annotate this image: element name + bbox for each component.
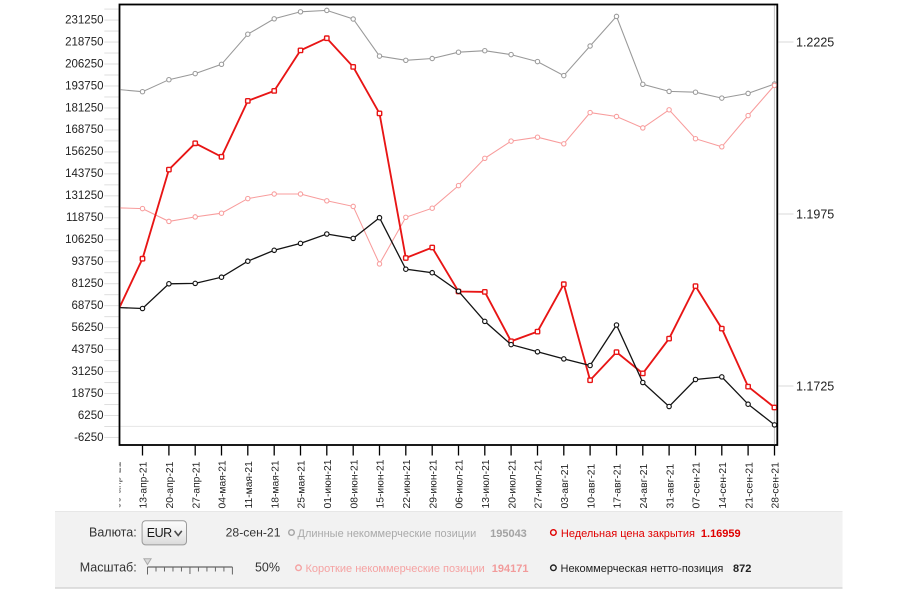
svg-text:50%: 50% <box>255 561 280 575</box>
svg-text:43750: 43750 <box>72 344 104 356</box>
svg-text:03-авг-21: 03-авг-21 <box>560 464 571 509</box>
svg-text:143750: 143750 <box>65 168 103 180</box>
svg-text:1.1725: 1.1725 <box>796 380 834 394</box>
svg-text:1.2225: 1.2225 <box>796 36 834 50</box>
svg-text:20-июл-21: 20-июл-21 <box>507 459 518 508</box>
svg-text:18-мая-21: 18-мая-21 <box>270 460 281 508</box>
svg-text:13-июл-21: 13-июл-21 <box>481 459 492 508</box>
svg-text:106250: 106250 <box>65 234 103 246</box>
svg-text:28-сен-21: 28-сен-21 <box>226 525 281 539</box>
svg-text:06-июл-21: 06-июл-21 <box>455 459 466 508</box>
svg-text:18750: 18750 <box>72 388 104 400</box>
svg-text:Некоммерческая нетто-позиция: Некоммерческая нетто-позиция <box>561 563 724 575</box>
svg-text:21-сен-21: 21-сен-21 <box>744 462 755 509</box>
svg-text:17-авг-21: 17-авг-21 <box>613 464 624 509</box>
svg-text:1.16959: 1.16959 <box>701 528 741 540</box>
svg-text:1.1975: 1.1975 <box>796 208 834 222</box>
svg-text:31250: 31250 <box>72 366 104 378</box>
svg-text:195043: 195043 <box>490 528 527 540</box>
svg-text:29-июн-21: 29-июн-21 <box>428 459 439 508</box>
svg-text:11-мая-21: 11-мая-21 <box>244 461 255 509</box>
svg-text:872: 872 <box>733 563 751 575</box>
svg-text:01-июн-21: 01-июн-21 <box>323 459 334 508</box>
svg-text:10-авг-21: 10-авг-21 <box>586 464 597 509</box>
svg-text:193750: 193750 <box>65 80 103 92</box>
svg-text:68750: 68750 <box>72 300 104 312</box>
svg-text:14-сен-21: 14-сен-21 <box>718 462 729 509</box>
svg-text:28-сен-21: 28-сен-21 <box>771 462 782 509</box>
svg-text:Длинные некоммерческие позиции: Длинные некоммерческие позиции <box>298 528 477 540</box>
svg-text:20-апр-21: 20-апр-21 <box>165 461 176 508</box>
svg-text:08-июн-21: 08-июн-21 <box>349 459 360 508</box>
svg-text:231250: 231250 <box>65 14 103 26</box>
svg-text:07-сен-21: 07-сен-21 <box>692 462 703 509</box>
svg-text:13-апр-21: 13-апр-21 <box>139 461 150 508</box>
svg-text:6250: 6250 <box>78 410 104 422</box>
svg-text:24-авг-21: 24-авг-21 <box>639 464 650 509</box>
svg-text:06-апр-21: 06-апр-21 <box>112 461 123 508</box>
svg-text:118750: 118750 <box>66 212 104 224</box>
svg-text:15-июн-21: 15-июн-21 <box>376 459 387 508</box>
svg-text:Валюта:: Валюта: <box>89 525 137 539</box>
svg-text:Масштаб:: Масштаб: <box>80 561 137 575</box>
svg-text:218750: 218750 <box>65 36 103 48</box>
svg-text:93750: 93750 <box>72 256 104 268</box>
svg-text:25-мая-21: 25-мая-21 <box>297 460 308 508</box>
svg-text:168750: 168750 <box>65 124 103 136</box>
svg-text:27-апр-21: 27-апр-21 <box>191 461 202 508</box>
svg-text:156250: 156250 <box>65 146 103 158</box>
svg-text:181250: 181250 <box>65 102 103 114</box>
svg-text:22-июн-21: 22-июн-21 <box>402 459 413 508</box>
svg-text:04-мая-21: 04-мая-21 <box>218 460 229 508</box>
svg-text:EUR: EUR <box>147 526 172 540</box>
svg-text:27-июл-21: 27-июл-21 <box>534 459 545 508</box>
svg-text:194171: 194171 <box>492 563 529 575</box>
svg-text:206250: 206250 <box>65 58 103 70</box>
svg-text:Короткие некоммерческие позици: Короткие некоммерческие позиции <box>306 563 485 575</box>
svg-text:56250: 56250 <box>72 322 104 334</box>
svg-text:Недельная цена закрытия: Недельная цена закрытия <box>561 528 695 540</box>
svg-text:31-авг-21: 31-авг-21 <box>665 464 676 509</box>
svg-text:-6250: -6250 <box>74 432 103 444</box>
svg-text:81250: 81250 <box>72 278 104 290</box>
svg-text:131250: 131250 <box>65 190 103 202</box>
